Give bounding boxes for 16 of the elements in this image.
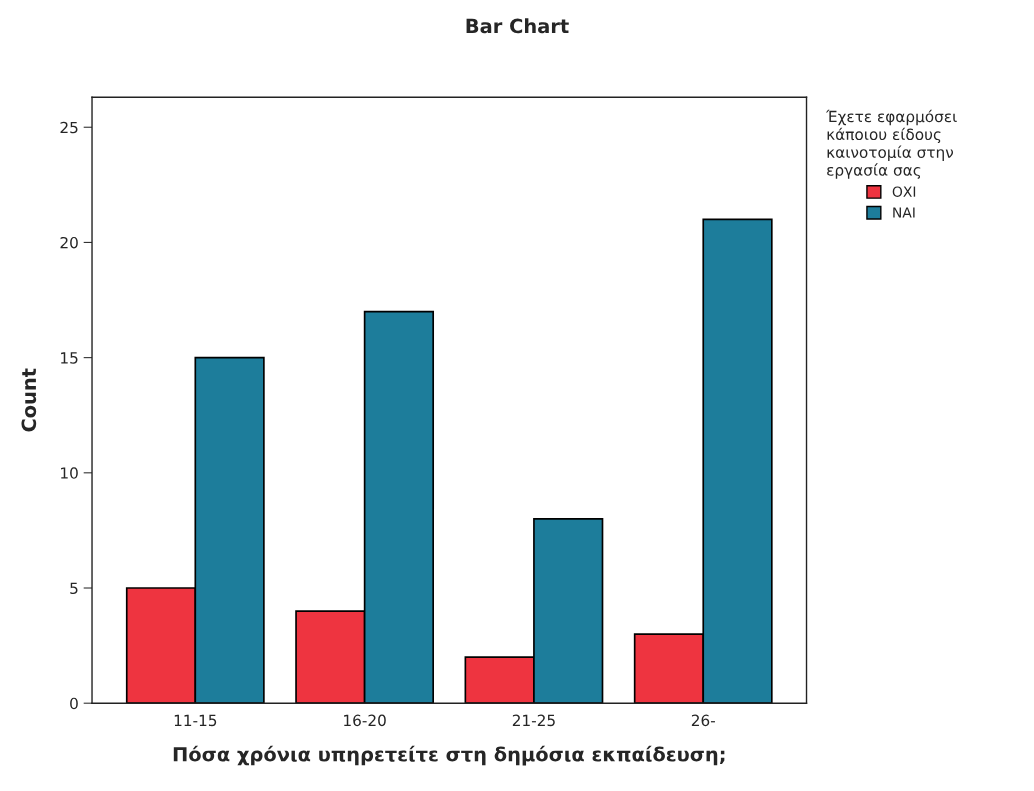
y-tick-label: 25: [60, 121, 78, 134]
y-tick-label: 0: [70, 697, 78, 710]
legend-label: ΟΧΙ: [892, 186, 916, 197]
x-axis-title: Πόσα χρόνια υπηρετείτε στη δημόσια εκπαίδευση;: [173, 745, 725, 766]
x-tick-label: 21-25: [512, 714, 555, 727]
legend-label: ΝΑΙ: [893, 207, 915, 218]
x-tick-label: 26-: [691, 714, 715, 727]
legend-title: Έχετε εφαρμόσει κάποιου είδους καινοτομία στην εργασία σας: [825, 109, 957, 179]
chart-title: Bar Chart: [466, 18, 569, 34]
x-tick-label: 16-20: [344, 714, 386, 727]
y-axis-title: Count: [21, 368, 37, 432]
x-tick-label: 11-15: [174, 714, 217, 727]
y-tick-label: 20: [60, 236, 78, 249]
y-tick-label: 15: [61, 352, 78, 364]
y-tick-label: 5: [70, 582, 78, 595]
y-tick-label: 10: [61, 467, 78, 479]
